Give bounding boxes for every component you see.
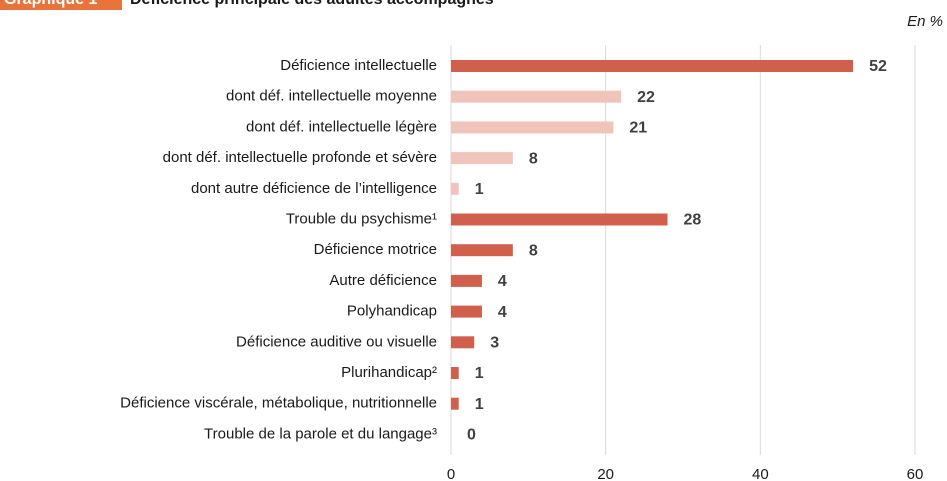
value-label: 21 (629, 120, 647, 137)
value-label: 1 (475, 396, 484, 413)
bar (451, 182, 459, 195)
title-prefix: Graphique 1 (4, 0, 97, 8)
y-tick-label: dont autre déficience de l’intelligence (191, 180, 437, 197)
value-label: 22 (637, 89, 655, 106)
x-tick-label: 0 (447, 466, 455, 481)
bar (451, 152, 513, 165)
bar (451, 305, 482, 318)
value-label: 28 (684, 212, 702, 229)
y-tick-label: Déficience intellectuelle (280, 57, 437, 74)
bar (451, 274, 482, 287)
bar (451, 213, 668, 226)
value-label: 8 (529, 150, 538, 167)
value-label: 8 (529, 242, 538, 259)
y-tick-label: Trouble du psychisme¹ (286, 210, 437, 227)
value-label: 0 (467, 427, 476, 444)
y-tick-label: Plurihandicap² (341, 364, 437, 381)
value-label: 4 (498, 273, 507, 290)
y-tick-label: Déficience auditive ou visuelle (236, 333, 437, 350)
y-tick-label: dont déf. intellectuelle profonde et sév… (163, 149, 437, 166)
value-label: 1 (475, 365, 484, 382)
y-tick-label: dont déf. intellectuelle légère (246, 118, 437, 135)
y-tick-label: Déficience viscérale, métabolique, nutri… (120, 395, 437, 412)
value-label: 4 (498, 304, 507, 321)
bar (451, 244, 513, 257)
bar (451, 336, 475, 349)
value-label: 3 (490, 335, 499, 352)
bar (451, 121, 614, 134)
unit-label: En % (907, 13, 943, 30)
bar (451, 397, 459, 410)
value-label: 52 (869, 58, 887, 75)
y-tick-label: dont déf. intellectuelle moyenne (226, 88, 437, 105)
bar (451, 367, 459, 379)
y-tick-label: Déficience motrice (314, 241, 437, 258)
value-label: 1 (475, 181, 484, 198)
x-tick-label: 60 (907, 466, 924, 481)
title-box (0, 0, 122, 10)
y-tick-label: Polyhandicap (347, 303, 437, 320)
chart-title: Déficience principale des adultes accomp… (130, 0, 494, 8)
bar (451, 60, 854, 72)
y-tick-label: Trouble de la parole et du langage³ (204, 425, 437, 442)
x-tick-label: 20 (597, 466, 614, 481)
x-tick-label: 40 (752, 466, 769, 481)
bar (451, 90, 622, 103)
y-tick-label: Autre déficience (329, 272, 437, 289)
